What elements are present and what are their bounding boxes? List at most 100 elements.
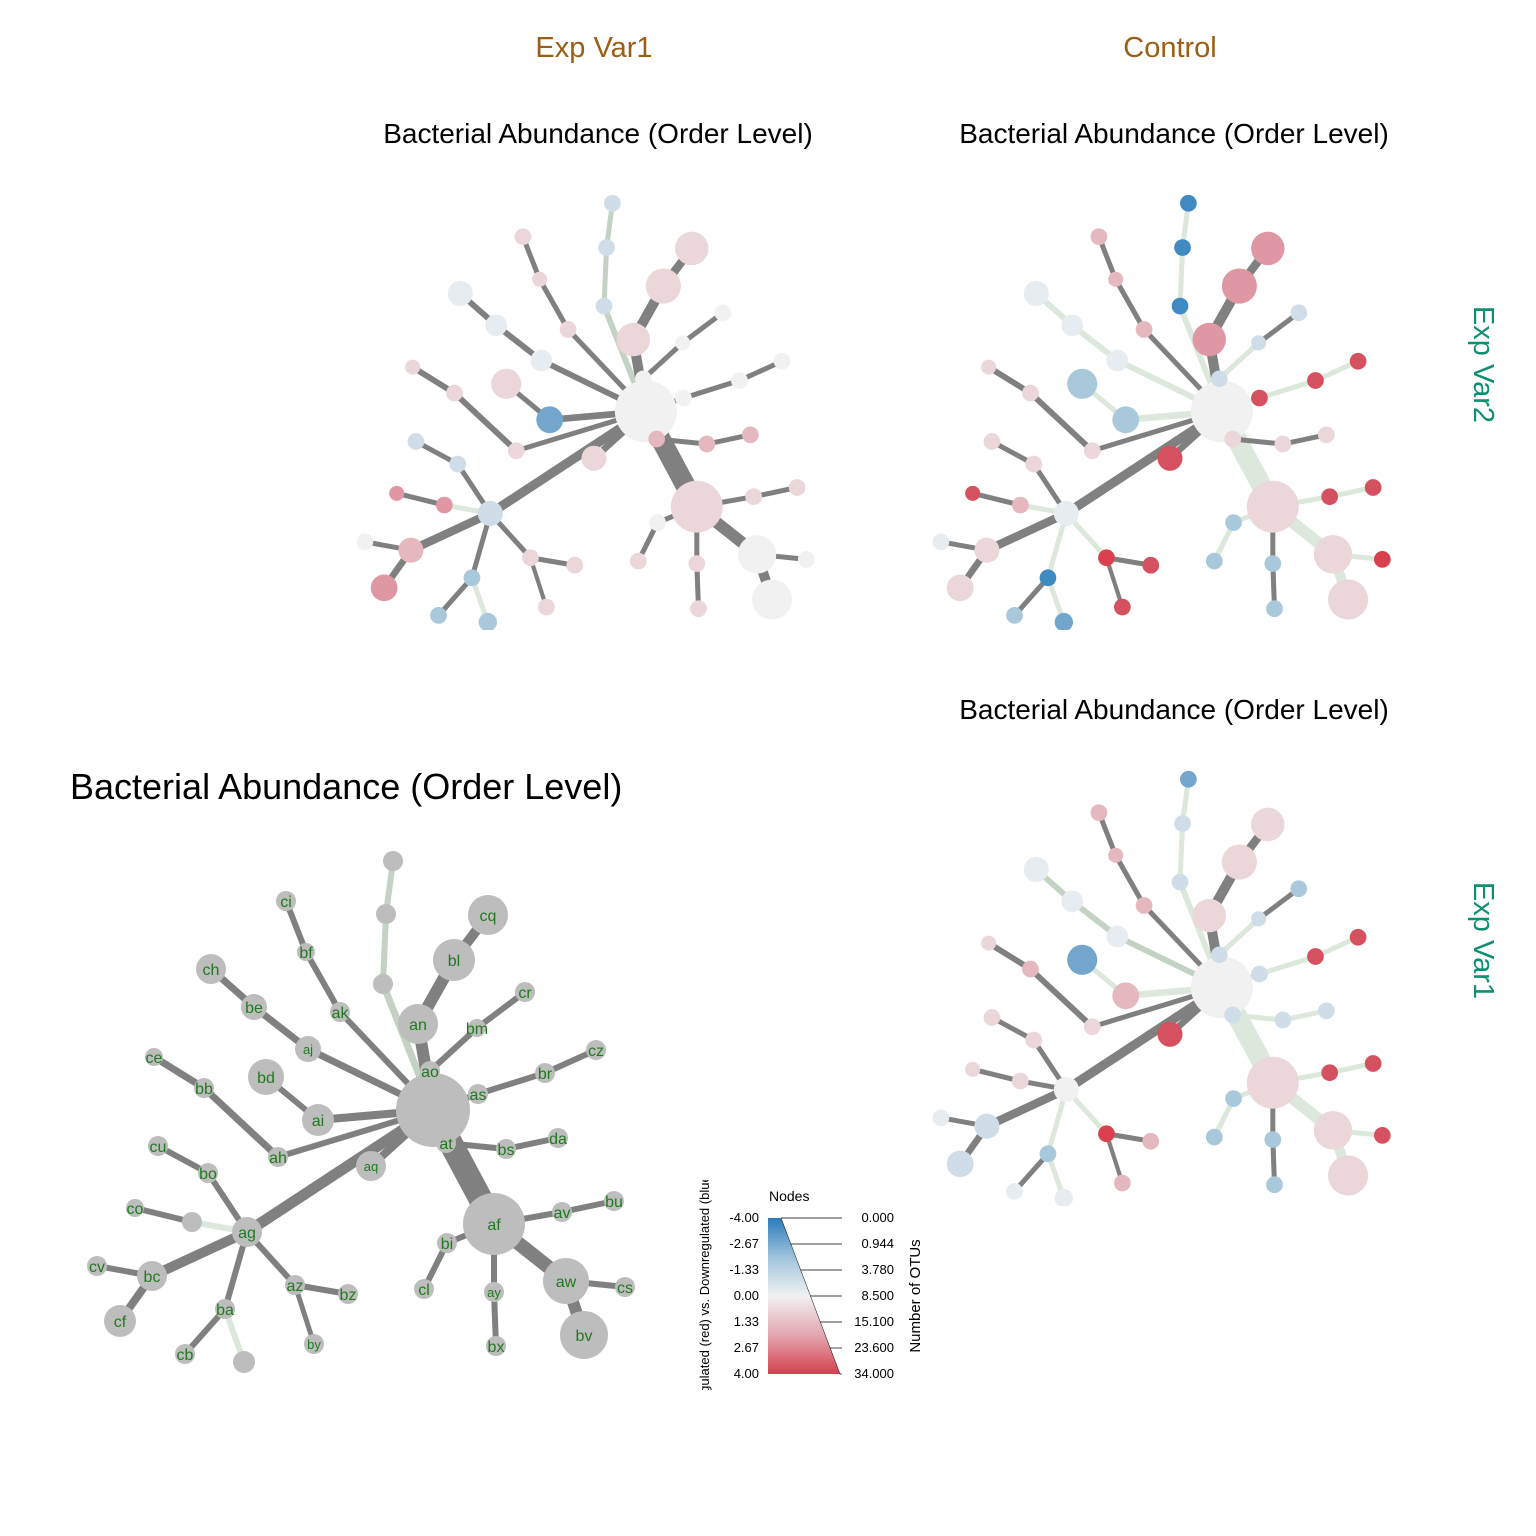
tree-node xyxy=(1171,873,1189,891)
tree-node xyxy=(304,1334,324,1354)
tree-edge xyxy=(1177,247,1186,307)
tree-node xyxy=(566,556,584,574)
tree-edge xyxy=(537,278,571,331)
tree-node xyxy=(356,533,374,551)
tree-edge xyxy=(1232,1012,1284,1023)
tree-node xyxy=(1251,911,1267,927)
node-label: by xyxy=(307,1337,321,1352)
tree-node xyxy=(1135,897,1153,914)
tree-node xyxy=(1274,1011,1292,1029)
tree-node xyxy=(649,514,666,531)
tree-node xyxy=(175,1344,195,1364)
node-label: ch xyxy=(203,962,220,979)
tree-node xyxy=(1321,1064,1339,1082)
tree-node xyxy=(1246,1056,1299,1109)
tree-node xyxy=(1106,349,1129,372)
tree-node xyxy=(297,943,315,961)
tree-node xyxy=(645,268,681,304)
tree-top-left xyxy=(356,194,815,630)
tree-node xyxy=(745,488,763,506)
tree-node xyxy=(932,1109,950,1127)
tree-node xyxy=(946,1150,974,1178)
tree-edge xyxy=(1232,436,1284,447)
tree-node xyxy=(1251,807,1285,842)
tree-edge xyxy=(1028,390,1095,453)
tree-node xyxy=(1225,1090,1242,1107)
node-label: cb xyxy=(177,1347,194,1364)
node-label: ci xyxy=(280,894,292,911)
tree-node xyxy=(302,1104,334,1136)
tree-node xyxy=(248,1059,284,1095)
tree-node xyxy=(586,1040,606,1060)
panel-title-top-right: Bacterial Abundance (Order Level) xyxy=(959,118,1389,149)
tree-edge xyxy=(409,509,493,554)
node-label: bc xyxy=(144,1269,161,1286)
tree-node xyxy=(436,1133,456,1153)
legend-size-tick: 15.100 xyxy=(854,1314,894,1329)
tree-node xyxy=(1113,1174,1131,1192)
legend-size-tick: 0.944 xyxy=(861,1236,894,1251)
tree-node xyxy=(670,480,723,533)
tree-node xyxy=(1022,384,1039,402)
tree-node xyxy=(965,485,981,501)
tree-node xyxy=(496,1139,516,1159)
tree-node xyxy=(1364,479,1382,496)
tree-edge xyxy=(149,1227,250,1281)
tree-node xyxy=(1307,372,1324,389)
tree-node xyxy=(1364,1055,1382,1072)
tree-node xyxy=(232,1217,262,1247)
tree-node xyxy=(1210,946,1228,964)
tree-node xyxy=(1108,271,1124,287)
row-title-exp-var2: Exp Var2 xyxy=(1467,305,1500,424)
tree-node xyxy=(196,954,226,984)
node-label: be xyxy=(245,1000,263,1017)
tree-node xyxy=(983,1009,1001,1026)
tree-edge xyxy=(1063,407,1225,518)
tree-node xyxy=(241,994,267,1020)
tree-node xyxy=(675,231,709,266)
tree-edge xyxy=(528,557,549,608)
tree-node xyxy=(373,974,393,994)
tree-edge xyxy=(1177,823,1186,883)
node-label: cl xyxy=(418,1282,430,1299)
tree-node xyxy=(1266,600,1283,618)
tree-edge xyxy=(487,407,649,518)
tree-node xyxy=(104,1305,136,1337)
tree-edge xyxy=(656,436,708,447)
legend-color-tick: 1.33 xyxy=(734,1314,759,1329)
tree-node xyxy=(1061,890,1084,913)
tree-node xyxy=(1053,500,1079,526)
tree-node xyxy=(983,433,1001,450)
tree-node xyxy=(1157,445,1183,471)
tree-edge xyxy=(292,1284,317,1345)
tree-node xyxy=(137,1261,167,1291)
tree-node xyxy=(486,1336,506,1356)
tree-node xyxy=(1157,1021,1183,1047)
legend-size-tick: 3.780 xyxy=(861,1262,894,1277)
tree-edge xyxy=(1104,557,1125,608)
tree-node xyxy=(194,1078,214,1098)
tree-node xyxy=(1328,579,1369,620)
tree-node xyxy=(1098,549,1115,567)
node-label: ai xyxy=(312,1113,324,1130)
tree-edge xyxy=(452,390,519,453)
tree-node xyxy=(1251,231,1285,266)
tree-node xyxy=(295,1036,321,1062)
tree-node xyxy=(1174,239,1191,256)
node-label: ag xyxy=(238,1225,256,1242)
tree-node xyxy=(595,297,613,315)
tree-node xyxy=(233,1351,255,1373)
tree-node xyxy=(407,433,425,450)
legend-size-tick: 34.000 xyxy=(854,1366,894,1381)
tree-node xyxy=(581,445,607,471)
tree-node xyxy=(1313,1111,1353,1150)
tree-node xyxy=(698,435,716,453)
node-label: bd xyxy=(257,1070,275,1087)
tree-node xyxy=(1225,514,1242,531)
tree-node xyxy=(1108,847,1124,863)
node-label: aw xyxy=(556,1274,577,1291)
tree-node xyxy=(965,1061,981,1077)
tree-node xyxy=(87,1256,107,1276)
tree-node xyxy=(437,1233,457,1253)
tree-node xyxy=(1054,612,1074,630)
